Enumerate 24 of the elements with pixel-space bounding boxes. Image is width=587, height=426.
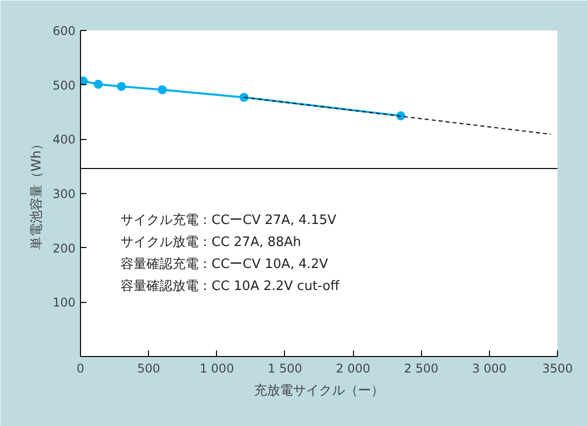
x-tick-label: 0 bbox=[76, 362, 84, 376]
x-tick-label: 500 bbox=[137, 362, 160, 376]
annotation: サイクル放電：CC 27A, 88Ah bbox=[120, 235, 302, 250]
point bbox=[116, 82, 126, 91]
point bbox=[94, 80, 103, 89]
y-tick-label: 600 bbox=[52, 24, 76, 38]
annotation: サイクル充電：CCーCV 27A, 4.15V bbox=[120, 213, 336, 228]
y-tick-label: 200 bbox=[52, 241, 76, 256]
y-axis-title: 単電池容量（Wh） bbox=[28, 137, 45, 250]
annotation: 容量確認充電：CCーCV 10A, 4.2V bbox=[120, 256, 328, 272]
point bbox=[158, 85, 167, 94]
x-tick-label: 2 500 bbox=[404, 362, 438, 376]
x-tick-label: 2 000 bbox=[336, 362, 370, 376]
y-tick-label: 400 bbox=[52, 132, 76, 147]
x-tick-label: 3500 bbox=[542, 362, 573, 376]
x-tick-label: 1 500 bbox=[268, 362, 302, 376]
y-tick-label: 100 bbox=[52, 296, 76, 310]
x-tick-label: 3 000 bbox=[472, 362, 507, 376]
y-tick-label: 500 bbox=[52, 78, 76, 92]
x-axis-title: 充放電サイクル（ー） bbox=[254, 384, 384, 398]
y-tick-label: 300 bbox=[52, 187, 76, 201]
point bbox=[240, 92, 249, 102]
annotation: 容量確認放電：CC 10A 2.2V cut-off bbox=[120, 278, 340, 294]
x-tick-label: 1 000 bbox=[200, 362, 234, 376]
